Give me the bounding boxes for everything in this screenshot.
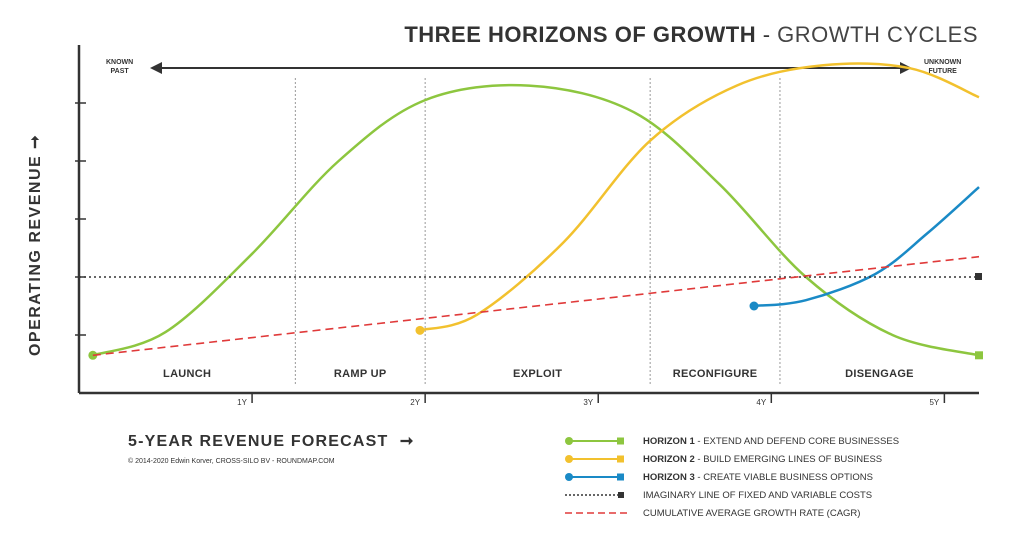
x-tick-label: 1Y bbox=[237, 398, 247, 407]
phase-label: LAUNCH bbox=[163, 368, 212, 380]
series-line-5 bbox=[92, 255, 980, 357]
legend: HORIZON 1 - EXTEND AND DEFEND CORE BUSIN… bbox=[565, 432, 899, 522]
phase-label: DISENGAGE bbox=[845, 368, 914, 380]
legend-item: CUMULATIVE AVERAGE GROWTH RATE (CAGR) bbox=[565, 504, 899, 522]
copyright-text: © 2014-2020 Edwin Korver, CROSS-SILO BV … bbox=[128, 458, 335, 465]
phase-label: EXPLOIT bbox=[513, 368, 563, 380]
legend-item: HORIZON 2 - BUILD EMERGING LINES OF BUSI… bbox=[565, 450, 899, 468]
x-tick-label: 4Y bbox=[756, 398, 767, 407]
series-line-3 bbox=[753, 186, 980, 308]
legend-swatch bbox=[565, 437, 624, 445]
series-line-1 bbox=[92, 83, 980, 357]
x-axis-label: 5-YEAR REVENUE FORECAST ➞ bbox=[128, 433, 415, 450]
x-tick-label: 3Y bbox=[583, 398, 594, 407]
x-tick-label: 2Y bbox=[410, 398, 421, 407]
chart-title: THREE HORIZONS OF GROWTH - GROWTH CYCLES bbox=[404, 22, 978, 47]
series-end-marker-1 bbox=[975, 351, 983, 360]
legend-swatch bbox=[565, 512, 627, 514]
x-tick-label: 5Y bbox=[929, 398, 940, 407]
legend-swatch bbox=[565, 492, 624, 498]
series-end-marker-4 bbox=[975, 273, 982, 280]
legend-item: IMAGINARY LINE OF FIXED AND VARIABLE COS… bbox=[565, 486, 899, 504]
legend-item: HORIZON 3 - CREATE VIABLE BUSINESS OPTIO… bbox=[565, 468, 899, 486]
legend-item: HORIZON 1 - EXTEND AND DEFEND CORE BUSIN… bbox=[565, 432, 899, 450]
timeline-arrow-left-head bbox=[150, 62, 162, 74]
legend-swatch bbox=[565, 473, 624, 481]
series-start-marker-3 bbox=[749, 301, 759, 311]
series-line-2 bbox=[419, 62, 980, 332]
unknown-future-label: UNKNOWN FUTURE bbox=[924, 59, 962, 75]
legend-swatch bbox=[565, 455, 624, 463]
series-start-marker-2 bbox=[415, 325, 425, 335]
y-axis-label: OPERATING REVENUE ➞ bbox=[27, 133, 44, 357]
phase-label: RECONFIGURE bbox=[672, 368, 758, 380]
phase-label: RAMP UP bbox=[333, 368, 387, 380]
known-past-label: KNOWN PAST bbox=[106, 59, 134, 75]
